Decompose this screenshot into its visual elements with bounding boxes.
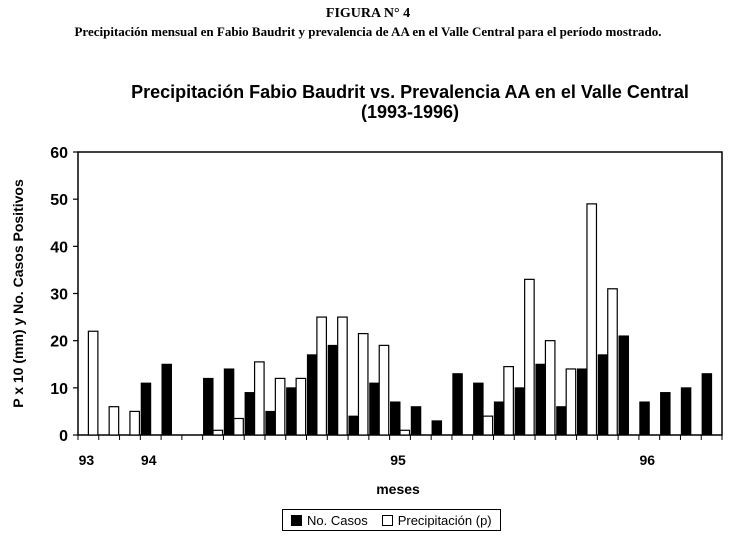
bar-casos — [410, 406, 422, 436]
bar-casos — [348, 415, 359, 436]
bar-casos — [223, 368, 235, 436]
legend-item-casos: No. Casos — [291, 513, 368, 528]
bar-casos — [576, 368, 588, 436]
y-tick-label: 0 — [59, 428, 68, 445]
x-tick-label: 94 — [141, 452, 157, 468]
bar-casos — [597, 354, 609, 436]
bar-precipitacion — [274, 377, 286, 436]
bar-precipitacion — [87, 330, 99, 436]
bar-casos — [660, 392, 671, 436]
bar-casos — [618, 335, 630, 436]
y-tick-label: 30 — [50, 287, 68, 304]
bar-precipitacion — [524, 278, 535, 436]
bar-casos — [493, 401, 505, 436]
bar-precipitacion — [295, 377, 307, 436]
bar-precipitacion — [565, 368, 577, 436]
bar-precipitacion — [357, 332, 369, 436]
chart-legend: No. Casos Precipitación (p) — [282, 509, 501, 531]
y-tick-label: 40 — [50, 239, 68, 256]
bar-precipitacion — [544, 340, 556, 436]
bar-casos — [452, 373, 463, 436]
y-axis-label: P x 10 (mm) y No. Casos Positivos — [10, 179, 26, 408]
bar-casos — [140, 382, 152, 436]
x-tick-label: 95 — [390, 452, 406, 468]
bar-casos — [535, 363, 546, 436]
bar-casos — [265, 410, 276, 436]
bar-precipitacion — [316, 316, 328, 436]
y-tick-label: 20 — [50, 334, 68, 351]
y-tick-label: 10 — [50, 381, 68, 398]
bar-casos — [390, 401, 401, 436]
x-axis-label: meses — [376, 481, 420, 497]
figure-caption: Precipitación mensual en Fabio Baudrit y… — [74, 24, 662, 39]
bar-precipitacion — [108, 406, 120, 436]
bar-casos — [431, 420, 443, 436]
legend-item-precipitacion: Precipitación (p) — [381, 512, 492, 528]
bar-casos — [327, 344, 339, 436]
bar-precipitacion — [607, 288, 618, 436]
y-tick-label: 60 — [50, 145, 68, 162]
bar-casos — [514, 387, 526, 436]
bar-casos — [369, 382, 380, 436]
chart-title-line1: Precipitación Fabio Baudrit vs. Prevalen… — [131, 82, 689, 102]
bar-casos — [639, 401, 650, 436]
legend-label-precipitacion: Precipitación (p) — [397, 512, 492, 528]
bar-casos — [556, 406, 567, 436]
bar-precipitacion — [482, 415, 494, 436]
legend-swatch-precipitacion — [381, 514, 393, 526]
x-tick-label: 93 — [79, 452, 95, 468]
bar-precipitacion — [129, 410, 141, 436]
bar-precipitacion — [586, 203, 598, 436]
bar-casos — [286, 387, 297, 436]
bar-precipitacion — [337, 316, 348, 436]
chart-title-line2: (1993-1996) — [360, 102, 460, 122]
bar-casos — [244, 392, 256, 436]
bar-precipitacion — [233, 417, 244, 436]
bar-casos — [701, 373, 713, 436]
figure-label: FIGURA N° 4 — [325, 6, 411, 21]
bar-casos — [306, 354, 318, 436]
bar-casos — [473, 382, 484, 436]
bar-precipitacion — [399, 429, 411, 436]
bar-precipitacion — [378, 344, 390, 436]
bar-casos — [680, 387, 692, 436]
bar-casos — [161, 363, 172, 436]
bar-precipitacion — [253, 361, 265, 436]
chart-title: Precipitación Fabio Baudrit vs. Prevalen… — [70, 82, 736, 122]
x-tick-label: 96 — [640, 452, 656, 468]
legend-label-casos: No. Casos — [307, 512, 368, 528]
bar-precipitacion — [212, 429, 224, 436]
legend-swatch-casos — [291, 514, 302, 526]
bar-precipitacion — [503, 366, 514, 436]
bar-casos — [203, 377, 214, 436]
y-tick-label: 50 — [50, 192, 68, 209]
